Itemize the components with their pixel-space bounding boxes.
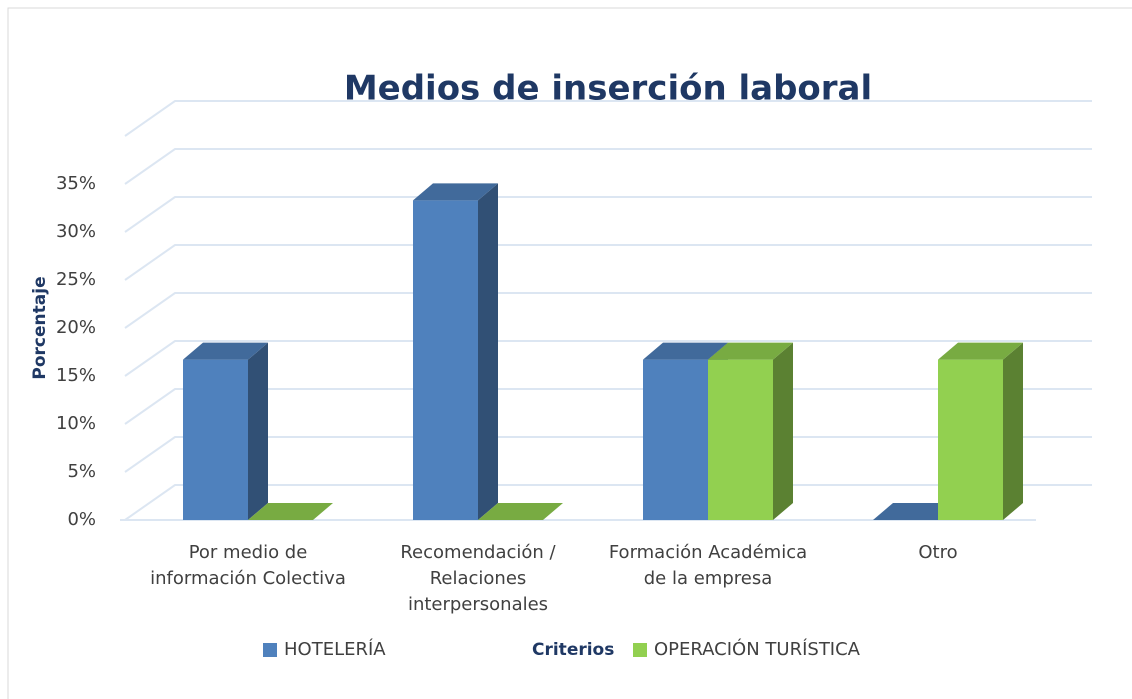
y-tick-label: 0% (67, 509, 96, 530)
x-tick-label: Recomendación / Relaciones interpersonal… (400, 542, 556, 615)
grid-line (124, 340, 1092, 377)
bar-top (938, 342, 1023, 360)
bar-top (248, 503, 333, 520)
legend-label: HOTELERÍA (284, 638, 386, 660)
legend-title: Criterios (532, 640, 614, 660)
bar-front (183, 359, 248, 520)
grid-line (124, 196, 1092, 233)
bar-top (183, 342, 268, 360)
bar-side (1003, 342, 1023, 520)
bar-top (413, 183, 498, 201)
y-axis-label: Porcentaje (30, 276, 50, 379)
x-tick-label: Formación Académica de la empresa (608, 542, 808, 589)
legend-swatch (633, 643, 647, 657)
bar-top (708, 342, 793, 360)
bar-side (773, 342, 793, 520)
grid-line (124, 148, 1092, 185)
bar-side (478, 183, 498, 520)
bar-front (413, 200, 478, 520)
y-tick-label: 35% (56, 173, 96, 194)
y-tick-label: 30% (56, 221, 96, 242)
bar-front (938, 359, 1003, 520)
y-tick-label: 15% (56, 365, 96, 386)
bar-top (643, 342, 728, 360)
y-tick-label: 10% (56, 413, 96, 434)
legend-label: OPERACIÓN TURÍSTICA (654, 638, 861, 660)
grid-line (124, 100, 1092, 137)
bar-side (248, 342, 268, 520)
bar-top (873, 503, 958, 520)
x-tick-label: Otro (918, 542, 958, 563)
x-tick-label: Por medio de información Colectiva (150, 542, 346, 589)
chart-title: Medios de inserción laboral (344, 69, 872, 109)
grid-line (124, 244, 1092, 281)
legend-swatch (263, 643, 277, 657)
y-tick-label: 25% (56, 269, 96, 290)
bar-top (478, 503, 563, 520)
bar-front (708, 359, 773, 520)
y-tick-label: 5% (67, 461, 96, 482)
grid-line (124, 292, 1092, 329)
y-tick-label: 20% (56, 317, 96, 338)
bar-front (643, 359, 708, 520)
